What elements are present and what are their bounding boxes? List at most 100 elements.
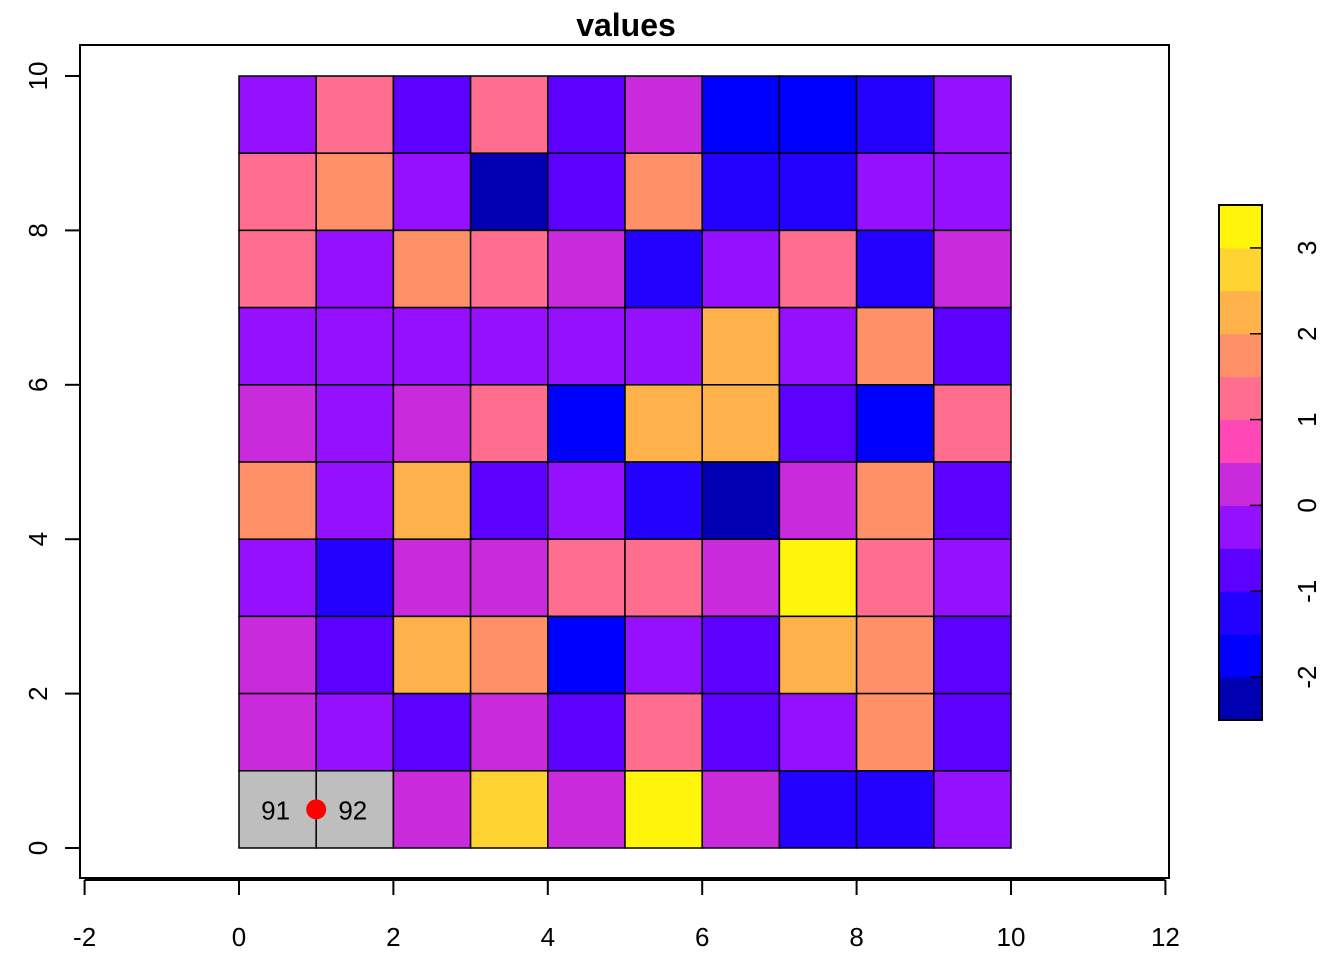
cell-label: 92 bbox=[338, 795, 367, 825]
heatmap-cell bbox=[624, 538, 703, 618]
heatmap-cell bbox=[778, 152, 858, 232]
heatmap-cell bbox=[933, 306, 1012, 386]
heatmap-cell bbox=[624, 152, 703, 232]
heatmap-cell bbox=[469, 461, 549, 540]
heatmap-cell bbox=[315, 229, 395, 309]
colorbar-legend: -2 -1 0 1 2 3 bbox=[1218, 204, 1322, 721]
heatmap-cell bbox=[315, 75, 395, 154]
heatmap-cell bbox=[855, 229, 935, 309]
heatmap-cell bbox=[624, 692, 703, 772]
colorbar-swatch bbox=[1219, 419, 1262, 463]
heatmap-cell bbox=[547, 229, 626, 309]
heatmap-cell bbox=[778, 384, 858, 463]
heatmap-cell bbox=[547, 615, 626, 695]
cell-labels: 91 92 bbox=[261, 795, 367, 825]
heatmap-cell bbox=[238, 770, 317, 849]
heatmap-cell bbox=[392, 692, 472, 772]
y-tick-label: 10 bbox=[23, 62, 53, 91]
heatmap-cell bbox=[778, 692, 858, 772]
colorbar-swatch bbox=[1219, 462, 1262, 506]
x-tick-label: 10 bbox=[997, 922, 1026, 952]
y-tick-label: 0 bbox=[23, 841, 53, 855]
point-layer bbox=[306, 799, 327, 820]
heatmap-cell bbox=[315, 692, 395, 772]
heatmap-cell bbox=[624, 770, 703, 849]
heatmap-cells bbox=[238, 75, 1012, 849]
heatmap-cell bbox=[469, 692, 549, 772]
colorbar-swatch bbox=[1219, 677, 1262, 721]
x-tick-label: 2 bbox=[386, 922, 400, 952]
y-tick-label: 2 bbox=[23, 686, 53, 700]
heatmap-cell bbox=[855, 770, 935, 849]
heatmap-cell bbox=[238, 152, 317, 232]
heatmap-cell bbox=[855, 615, 935, 695]
heatmap-cell bbox=[624, 75, 703, 154]
colorbar-swatch bbox=[1219, 333, 1262, 378]
x-tick-label: 6 bbox=[695, 922, 709, 952]
heatmap-cell bbox=[547, 75, 626, 154]
heatmap-cell bbox=[933, 770, 1012, 849]
heatmap-cell bbox=[778, 538, 858, 618]
heatmap-cell bbox=[547, 306, 626, 386]
heatmap-cell bbox=[855, 152, 935, 232]
heatmap-cell bbox=[315, 461, 395, 540]
heatmap-cell bbox=[701, 229, 781, 309]
heatmap-cell bbox=[238, 538, 317, 618]
heatmap-cell bbox=[315, 152, 395, 232]
heatmap-cell bbox=[547, 384, 626, 463]
heatmap-cell bbox=[469, 306, 549, 386]
heatmap-cell bbox=[238, 229, 317, 309]
heatmap-cell bbox=[469, 615, 549, 695]
heatmap-cell bbox=[701, 384, 781, 463]
heatmap-cell bbox=[701, 461, 781, 540]
heatmap-cell bbox=[933, 75, 1012, 154]
heatmap-cell bbox=[469, 75, 549, 154]
heatmap-cell bbox=[855, 538, 935, 618]
heatmap-cell bbox=[392, 152, 472, 232]
heatmap-cell bbox=[778, 229, 858, 309]
y-tick-label: 6 bbox=[23, 378, 53, 392]
heatmap-cell bbox=[624, 461, 703, 540]
colorbar-tick-label: 3 bbox=[1292, 241, 1322, 255]
heatmap-cell bbox=[392, 384, 472, 463]
colorbar-swatch bbox=[1219, 591, 1262, 635]
heatmap-cell bbox=[469, 770, 549, 849]
heatmap-cell bbox=[624, 229, 703, 309]
heatmap-cell bbox=[855, 306, 935, 386]
heatmap-cell bbox=[701, 615, 781, 695]
heatmap-cell bbox=[933, 461, 1012, 540]
colorbar-swatch bbox=[1219, 205, 1262, 249]
heatmap-cell bbox=[701, 770, 781, 849]
heatmap-cell bbox=[701, 538, 781, 618]
heatmap-cell bbox=[238, 692, 317, 772]
heatmap-cell bbox=[624, 306, 703, 386]
heatmap-cell bbox=[624, 384, 703, 463]
x-tick-label: 12 bbox=[1151, 922, 1180, 952]
y-tick-label: 8 bbox=[23, 223, 53, 237]
heatmap-cell bbox=[933, 538, 1012, 618]
colorbar-tick-label: 0 bbox=[1292, 498, 1322, 512]
heatmap-cell bbox=[778, 615, 858, 695]
highlight-point bbox=[306, 799, 327, 820]
colorbar-tick-label: -1 bbox=[1292, 580, 1322, 603]
heatmap-cell bbox=[855, 384, 935, 463]
heatmap-cell bbox=[392, 538, 472, 618]
x-tick-label: -2 bbox=[73, 922, 96, 952]
heatmap-cell bbox=[392, 306, 472, 386]
heatmap-cell bbox=[701, 306, 781, 386]
heatmap-cell bbox=[315, 615, 395, 695]
heatmap-cell bbox=[933, 384, 1012, 463]
heatmap-cell bbox=[701, 692, 781, 772]
heatmap-cell bbox=[547, 538, 626, 618]
heatmap-cell bbox=[933, 229, 1012, 309]
x-tick-label: 8 bbox=[849, 922, 863, 952]
colorbar-swatch bbox=[1219, 376, 1262, 421]
heatmap-cell bbox=[855, 461, 935, 540]
heatmap-cell bbox=[238, 461, 317, 540]
heatmap-cell bbox=[392, 75, 472, 154]
heatmap-cell bbox=[778, 461, 858, 540]
heatmap-cell bbox=[547, 152, 626, 232]
y-tick-label: 4 bbox=[23, 532, 53, 546]
heatmap-cell bbox=[238, 306, 317, 386]
